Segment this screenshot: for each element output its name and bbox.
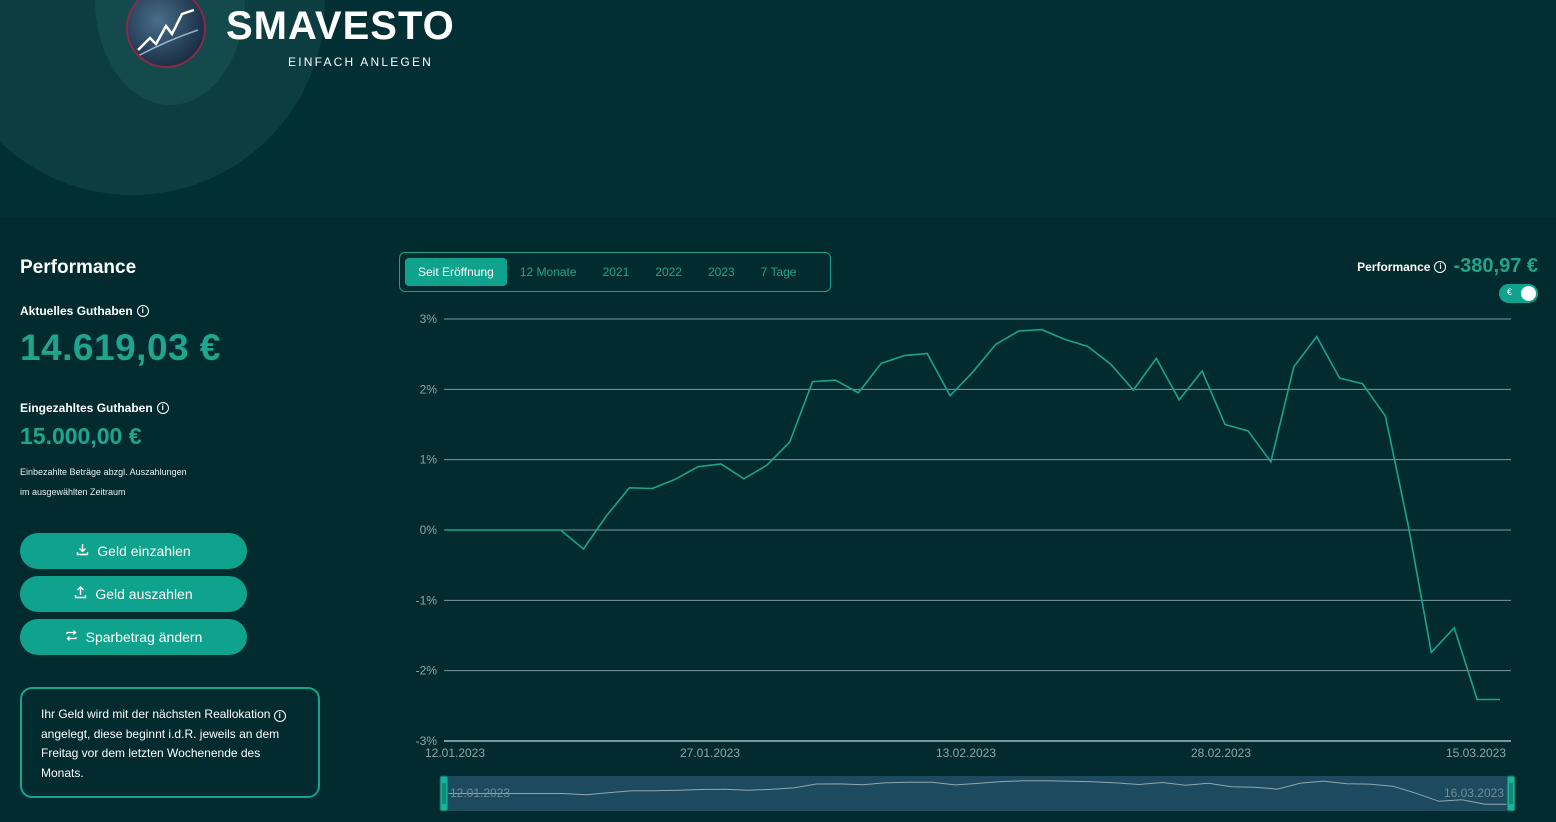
y-tick-label: -3% bbox=[416, 734, 438, 748]
x-tick-label: 13.02.2023 bbox=[936, 746, 996, 760]
x-tick-label: 12.01.2023 bbox=[425, 746, 485, 760]
performance-value: -380,97 € bbox=[1453, 255, 1538, 277]
deposited-label: Eingezahltes Guthaben i bbox=[20, 401, 169, 415]
deposit-note-line-2: im ausgewählten Zeitraum bbox=[20, 487, 126, 497]
withdraw-button-label: Geld auszahlen bbox=[95, 586, 193, 602]
toggle-label: € bbox=[1507, 287, 1513, 297]
tab-2023[interactable]: 2023 bbox=[707, 265, 735, 279]
reallocation-info-text-1: Ihr Geld wird mit der nächsten Reallokat… bbox=[41, 707, 271, 721]
tab-since-opening[interactable]: Seit Eröffnung bbox=[405, 258, 507, 286]
info-icon[interactable]: i bbox=[1434, 260, 1447, 273]
savings-rate-button[interactable]: Sparbetrag ändern bbox=[20, 619, 247, 655]
navigator-line bbox=[448, 780, 1508, 805]
info-icon[interactable]: i bbox=[136, 305, 149, 317]
x-tick-label: 27.01.2023 bbox=[680, 746, 740, 760]
tab-2022[interactable]: 2022 bbox=[655, 265, 682, 279]
y-tick-label: -2% bbox=[416, 664, 438, 678]
reallocation-info-text-2: angelegt, diese beginnt i.d.R. jeweils a… bbox=[41, 726, 280, 780]
brand-logo[interactable]: SMAVESTO EINFACH ANLEGEN bbox=[126, 0, 466, 78]
logo-chart-icon bbox=[126, 0, 206, 68]
y-axis-labels: 3% 2% 1% 0% -1% -2% -3% bbox=[416, 312, 438, 748]
deposited-label-text: Eingezahltes Guthaben bbox=[20, 401, 153, 415]
performance-summary: Performance i -380,97 € bbox=[1357, 255, 1538, 278]
tab-7-days[interactable]: 7 Tage bbox=[760, 265, 797, 279]
deposit-button-label: Geld einzahlen bbox=[97, 543, 191, 559]
period-tabs: Seit Eröffnung 12 Monate 2021 2022 2023 … bbox=[399, 252, 831, 292]
x-axis-labels: 12.01.2023 27.01.2023 13.02.2023 28.02.2023… bbox=[425, 746, 1506, 760]
x-tick-label: 15.03.2023 bbox=[1446, 746, 1506, 760]
chart-grid bbox=[444, 318, 1511, 742]
performance-line bbox=[446, 328, 1500, 701]
currency-toggle[interactable]: € bbox=[1499, 284, 1538, 303]
tab-12-months[interactable]: 12 Monate bbox=[519, 265, 577, 279]
current-balance-value: 14.619,03 € bbox=[20, 327, 221, 368]
deposited-value: 15.000,00 € bbox=[20, 423, 142, 449]
brand-name: SMAVESTO bbox=[226, 4, 455, 48]
download-icon bbox=[76, 543, 89, 559]
repeat-icon bbox=[65, 629, 78, 645]
info-icon[interactable]: i bbox=[273, 710, 286, 722]
upload-icon bbox=[74, 586, 87, 602]
y-tick-label: 1% bbox=[420, 453, 438, 467]
y-tick-label: 2% bbox=[420, 382, 438, 396]
x-tick-label: 28.02.2023 bbox=[1191, 746, 1251, 760]
chart-navigator[interactable]: 12.01.2023 16.03.2023 bbox=[439, 775, 1516, 812]
savings-rate-button-label: Sparbetrag ändern bbox=[85, 629, 203, 645]
current-balance-label-text: Aktuelles Guthaben bbox=[20, 304, 133, 318]
reallocation-info-box: Ihr Geld wird mit der nächsten Reallokat… bbox=[20, 687, 320, 798]
info-icon[interactable]: i bbox=[156, 402, 169, 414]
header-banner: SMAVESTO EINFACH ANLEGEN bbox=[0, 0, 1556, 217]
navigator-right-handle[interactable] bbox=[1506, 775, 1516, 812]
brand-tagline: EINFACH ANLEGEN bbox=[288, 55, 434, 69]
y-tick-label: 0% bbox=[420, 523, 438, 537]
y-tick-label: -1% bbox=[416, 593, 438, 607]
navigator-end-label: 16.03.2023 bbox=[1444, 786, 1504, 800]
current-balance-label: Aktuelles Guthaben i bbox=[20, 304, 149, 318]
withdraw-button[interactable]: Geld auszahlen bbox=[20, 576, 247, 612]
navigator-left-handle[interactable] bbox=[439, 775, 449, 812]
deposit-button[interactable]: Geld einzahlen bbox=[20, 533, 247, 569]
navigator-start-label: 12.01.2023 bbox=[450, 786, 510, 800]
performance-label: Performance bbox=[1357, 259, 1431, 274]
y-tick-label: 3% bbox=[420, 312, 438, 326]
tab-2021[interactable]: 2021 bbox=[602, 265, 630, 279]
deposit-note-line-1: Einbezahlte Beträge abzgl. Auszahlungen bbox=[20, 467, 187, 477]
page-title: Performance bbox=[20, 257, 137, 278]
toggle-knob bbox=[1521, 286, 1536, 301]
